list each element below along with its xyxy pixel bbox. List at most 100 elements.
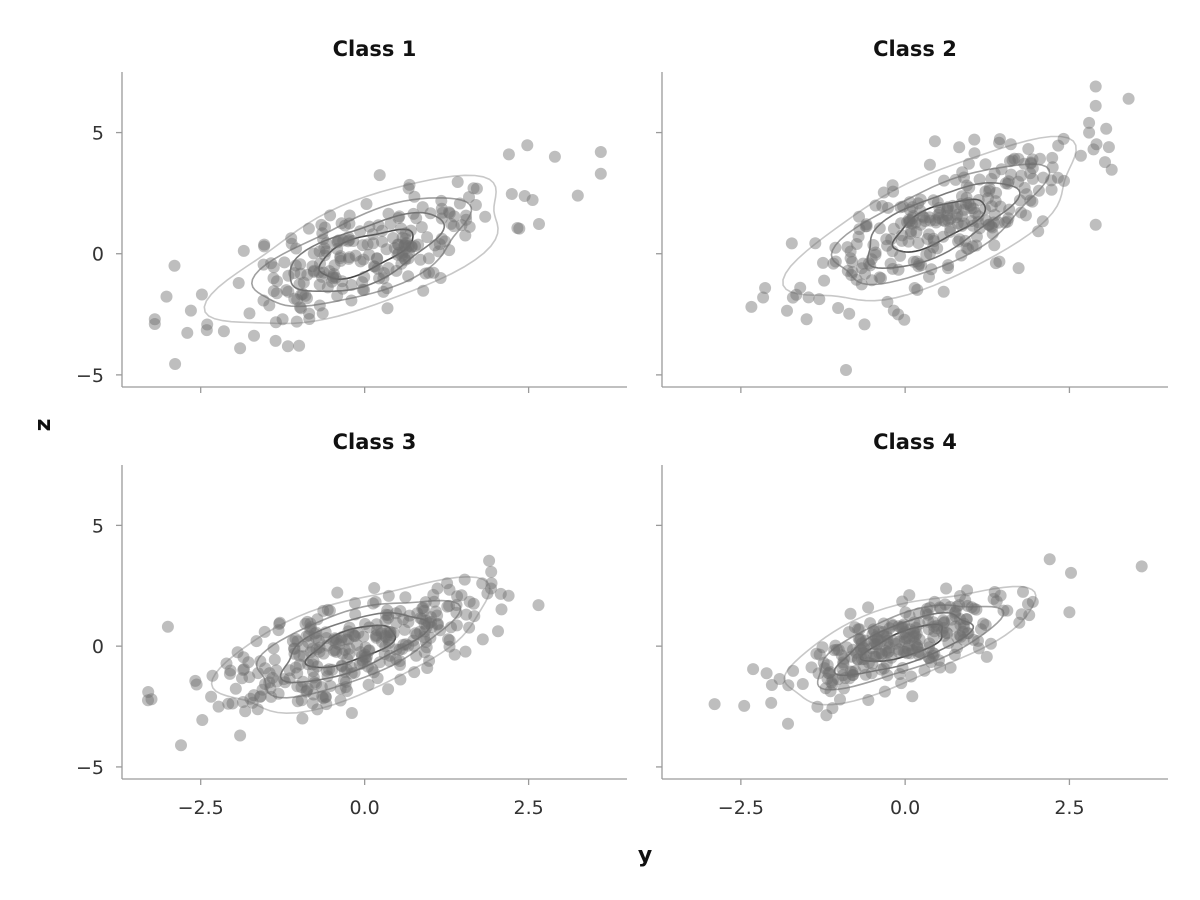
- data-point: [857, 641, 870, 654]
- data-point: [283, 664, 296, 677]
- data-point: [938, 215, 951, 228]
- data-point: [290, 315, 303, 328]
- data-point: [206, 669, 219, 682]
- data-point: [1024, 167, 1037, 180]
- data-point: [318, 242, 331, 255]
- data-point: [873, 647, 886, 660]
- data-point: [988, 167, 1001, 180]
- data-point: [869, 650, 882, 663]
- data-point: [924, 601, 936, 614]
- data-point: [1058, 174, 1070, 187]
- data-point: [232, 277, 245, 289]
- data-point: [451, 590, 464, 603]
- data-point: [445, 621, 457, 634]
- data-point: [950, 600, 963, 613]
- data-point: [288, 292, 301, 305]
- data-point: [1102, 141, 1115, 154]
- data-point: [411, 607, 424, 620]
- data-point: [887, 185, 900, 198]
- data-point: [986, 227, 999, 240]
- data-point: [306, 642, 319, 655]
- data-point: [367, 597, 380, 610]
- panel-3: Class 3 −5 0 5 −2.5 0.0 2.5: [76, 430, 627, 819]
- data-point: [387, 627, 400, 639]
- data-point: [1004, 138, 1017, 151]
- data-point: [428, 595, 441, 608]
- data-point: [897, 200, 910, 213]
- data-point: [993, 136, 1006, 149]
- data-point: [279, 676, 292, 689]
- data-point: [340, 633, 353, 646]
- data-point: [400, 242, 413, 255]
- data-point: [1015, 206, 1027, 219]
- data-point: [392, 246, 405, 259]
- data-point: [969, 206, 982, 219]
- data-point: [326, 663, 339, 676]
- data-point: [340, 663, 353, 676]
- data-point: [390, 264, 403, 277]
- data-point: [834, 693, 846, 706]
- data-point: [373, 272, 386, 285]
- data-point: [394, 658, 406, 671]
- data-point: [901, 647, 914, 660]
- data-point: [594, 146, 607, 158]
- data-point: [854, 633, 867, 646]
- data-point: [921, 608, 934, 621]
- data-point: [954, 198, 967, 211]
- x-tick-label: 0.0: [350, 797, 380, 819]
- data-point: [320, 245, 332, 258]
- data-point: [860, 218, 873, 231]
- data-point: [511, 222, 524, 234]
- data-point: [865, 253, 878, 266]
- data-point: [485, 582, 497, 595]
- data-point: [936, 625, 949, 638]
- data-point: [382, 683, 395, 696]
- data-point: [395, 222, 408, 235]
- data-point: [912, 237, 925, 249]
- data-point: [867, 239, 880, 251]
- data-point: [949, 605, 962, 618]
- data-point: [979, 619, 992, 631]
- data-point: [824, 685, 837, 698]
- data-point: [866, 657, 879, 670]
- data-point: [408, 639, 420, 652]
- data-point: [837, 656, 850, 669]
- data-point: [738, 699, 751, 712]
- data-point: [335, 217, 348, 230]
- data-point: [407, 207, 420, 220]
- data-point: [200, 324, 213, 337]
- data-point: [427, 266, 440, 279]
- data-point: [862, 656, 875, 669]
- data-point: [1032, 184, 1045, 197]
- data-point: [301, 268, 314, 281]
- data-point: [916, 210, 929, 223]
- data-point: [1001, 604, 1014, 617]
- data-point: [432, 245, 445, 258]
- data-point: [1063, 606, 1076, 619]
- data-point: [358, 284, 371, 297]
- data-point: [416, 201, 429, 214]
- data-point: [939, 598, 952, 611]
- data-point: [968, 147, 981, 160]
- data-point: [409, 627, 422, 640]
- data-point: [865, 642, 878, 655]
- data-point: [410, 649, 423, 662]
- data-point: [759, 282, 772, 294]
- data-point: [319, 690, 332, 703]
- data-point: [161, 620, 174, 633]
- data-point: [229, 682, 242, 695]
- data-point: [915, 259, 928, 272]
- data-point: [852, 632, 865, 645]
- data-point: [979, 185, 992, 198]
- data-point: [938, 629, 951, 642]
- data-point: [358, 271, 371, 283]
- data-point: [895, 234, 908, 247]
- data-point: [382, 589, 395, 602]
- data-point: [294, 267, 307, 280]
- data-point: [334, 694, 347, 707]
- data-point: [374, 624, 387, 637]
- data-point: [941, 201, 954, 214]
- data-point: [911, 641, 924, 654]
- data-point: [398, 623, 411, 636]
- data-point: [927, 616, 940, 629]
